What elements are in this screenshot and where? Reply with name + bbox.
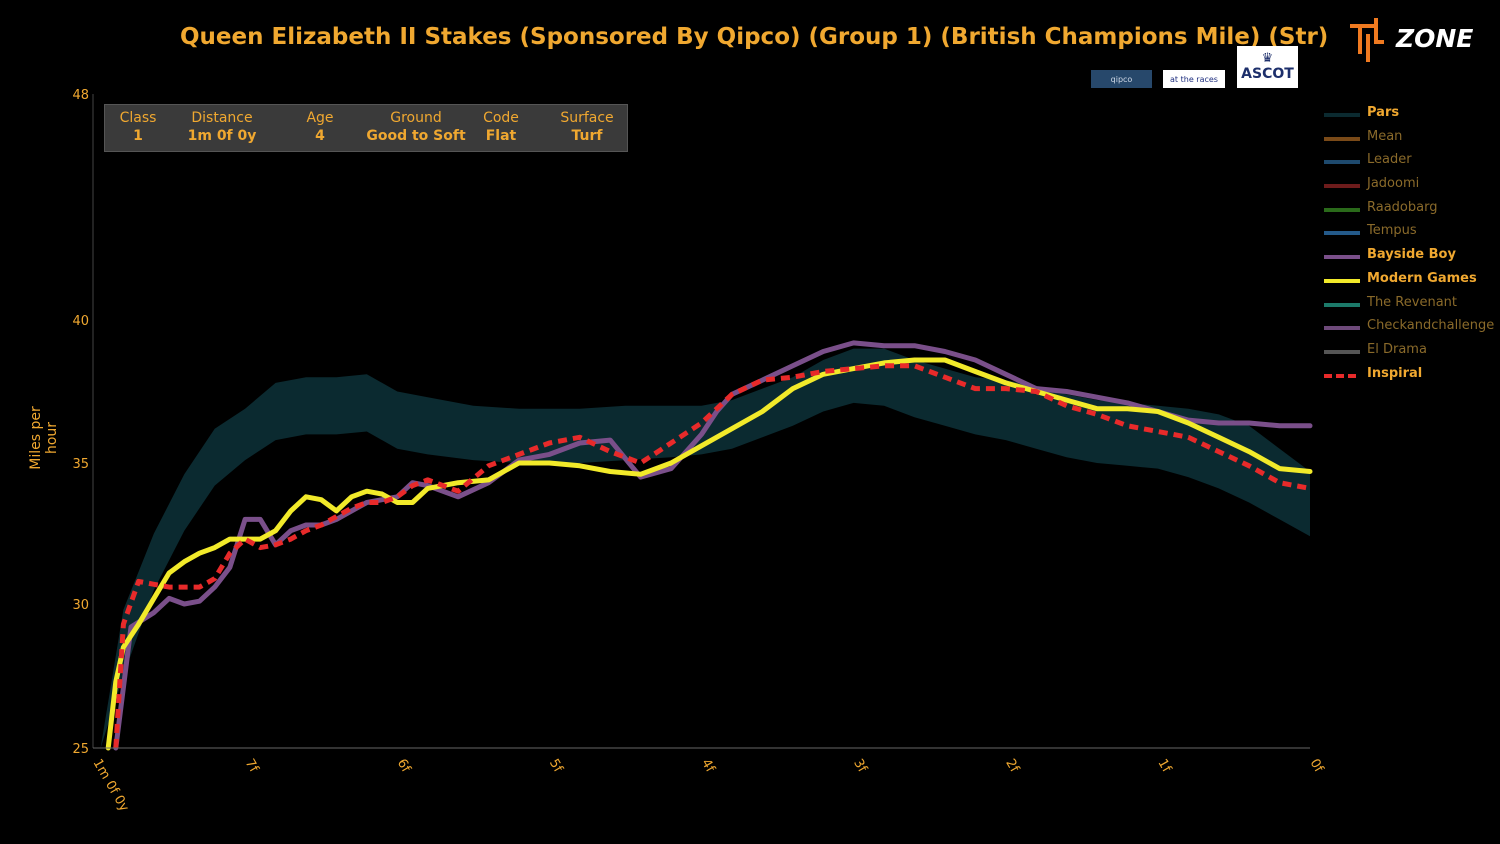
legend-label: Leader bbox=[1367, 152, 1412, 168]
pars-band bbox=[100, 348, 1311, 748]
legend-swatch bbox=[1324, 113, 1360, 117]
series-layer bbox=[105, 340, 1313, 751]
info-class: Class 1 bbox=[83, 109, 193, 145]
y-tick-label: 35 bbox=[72, 457, 89, 472]
legend-swatch bbox=[1324, 278, 1360, 283]
race-info-panel: Class 1 Distance 1m 0f 0y Age 4 Ground G… bbox=[104, 104, 628, 152]
legend-item-tempus[interactable]: Tempus bbox=[1322, 222, 1492, 246]
pars-band-layer bbox=[100, 348, 1311, 748]
y-tick-label: 30 bbox=[72, 598, 89, 613]
legend-label: Pars bbox=[1367, 105, 1400, 120]
legend-swatch bbox=[1324, 160, 1360, 165]
legend-label: Modern Games bbox=[1367, 270, 1477, 286]
legend-label: Jadoomi bbox=[1367, 176, 1420, 192]
legend-item-mean[interactable]: Mean bbox=[1322, 128, 1492, 152]
legend-swatch bbox=[1324, 255, 1360, 260]
legend-item-inspiral[interactable]: Inspiral bbox=[1322, 365, 1492, 389]
legend-label: Bayside Boy bbox=[1367, 247, 1456, 263]
info-value: 4 bbox=[315, 128, 325, 144]
info-label: Class bbox=[119, 110, 157, 126]
legend-item-leader[interactable]: Leader bbox=[1322, 151, 1492, 175]
legend-label: Mean bbox=[1367, 128, 1403, 144]
legend-item-modern-games[interactable]: Modern Games bbox=[1322, 270, 1492, 294]
legend-swatch bbox=[1324, 207, 1360, 212]
x-tick-label: 1f bbox=[1154, 757, 1174, 776]
x-tick-label: 6f bbox=[394, 757, 414, 776]
x-tick-label: 5f bbox=[546, 757, 566, 776]
legend-swatch bbox=[1324, 136, 1360, 141]
legend: Pars Mean Leader Jadoomi Raadobarg Tempus Bays… bbox=[1322, 104, 1495, 389]
series-line-bayside-boy bbox=[113, 340, 1313, 751]
legend-label: Inspiral bbox=[1367, 365, 1423, 381]
x-tick-label: 7f bbox=[242, 757, 262, 776]
y-tick-label: 25 bbox=[72, 742, 89, 757]
x-tick-label: 1m 0f 0y bbox=[90, 757, 132, 815]
y-tick-label: 40 bbox=[72, 314, 89, 329]
info-label: Ground bbox=[390, 110, 442, 126]
sponsor-at-the-races-logo: at the races bbox=[1163, 70, 1225, 88]
legend-swatch bbox=[1324, 349, 1360, 354]
legend-label: Tempus bbox=[1367, 223, 1417, 239]
info-value: 1m 0f 0y bbox=[187, 128, 257, 144]
y-tick-label: 48 bbox=[72, 88, 89, 103]
info-value: Flat bbox=[485, 128, 517, 144]
legend-label: The Revenant bbox=[1367, 294, 1457, 310]
series-line-modern-games bbox=[105, 357, 1313, 751]
legend-item-pars[interactable]: Pars bbox=[1322, 104, 1492, 128]
crown-icon: ♛ bbox=[1261, 51, 1274, 66]
legend-swatch bbox=[1324, 302, 1360, 307]
info-value: Good to Soft bbox=[366, 128, 466, 144]
info-label: Code bbox=[483, 110, 519, 126]
legend-label: Raadobarg bbox=[1367, 199, 1438, 215]
zone-logo-icon bbox=[1350, 18, 1384, 62]
sponsor-qipco-logo: qipco bbox=[1091, 70, 1152, 88]
x-tick-label: 4f bbox=[698, 757, 718, 776]
info-code: Code Flat bbox=[446, 109, 556, 145]
info-value: 1 bbox=[133, 128, 143, 144]
info-ground: Ground Good to Soft bbox=[361, 109, 471, 145]
legend-label: El Drama bbox=[1367, 341, 1427, 357]
info-label: Distance bbox=[191, 110, 253, 126]
chart-title: Queen Elizabeth II Stakes (Sponsored By … bbox=[180, 24, 1329, 50]
info-surface: Surface Turf bbox=[532, 109, 642, 145]
x-tick-label: 2f bbox=[1002, 757, 1022, 776]
info-label: Surface bbox=[560, 110, 614, 126]
legend-swatch bbox=[1324, 373, 1360, 378]
series-line-inspiral bbox=[113, 363, 1311, 749]
x-tick-label: 3f bbox=[850, 757, 870, 776]
legend-item-raadobarg[interactable]: Raadobarg bbox=[1322, 199, 1492, 223]
legend-swatch bbox=[1324, 184, 1360, 189]
info-age: Age 4 bbox=[265, 109, 375, 145]
legend-item-the-revenant[interactable]: The Revenant bbox=[1322, 294, 1492, 318]
info-distance: Distance 1m 0f 0y bbox=[167, 109, 277, 145]
sponsor-ascot-logo: ♛ ASCOT bbox=[1237, 46, 1298, 88]
legend-label: Checkandchallenge bbox=[1367, 318, 1495, 334]
legend-item-checkandchallenge[interactable]: Checkandchallenge bbox=[1322, 317, 1495, 341]
legend-swatch bbox=[1324, 326, 1360, 331]
legend-swatch bbox=[1324, 231, 1360, 236]
legend-item-jadoomi[interactable]: Jadoomi bbox=[1322, 175, 1492, 199]
ascot-label: ASCOT bbox=[1241, 66, 1294, 82]
info-value: Turf bbox=[571, 128, 603, 144]
info-label: Age bbox=[306, 110, 334, 126]
x-tick-label: 0f bbox=[1307, 757, 1327, 776]
legend-item-bayside-boy[interactable]: Bayside Boy bbox=[1322, 246, 1492, 270]
brand-name: ZONE bbox=[1396, 24, 1474, 53]
brand-logo: ZONE bbox=[1346, 14, 1486, 64]
legend-item-el-drama[interactable]: El Drama bbox=[1322, 341, 1492, 365]
